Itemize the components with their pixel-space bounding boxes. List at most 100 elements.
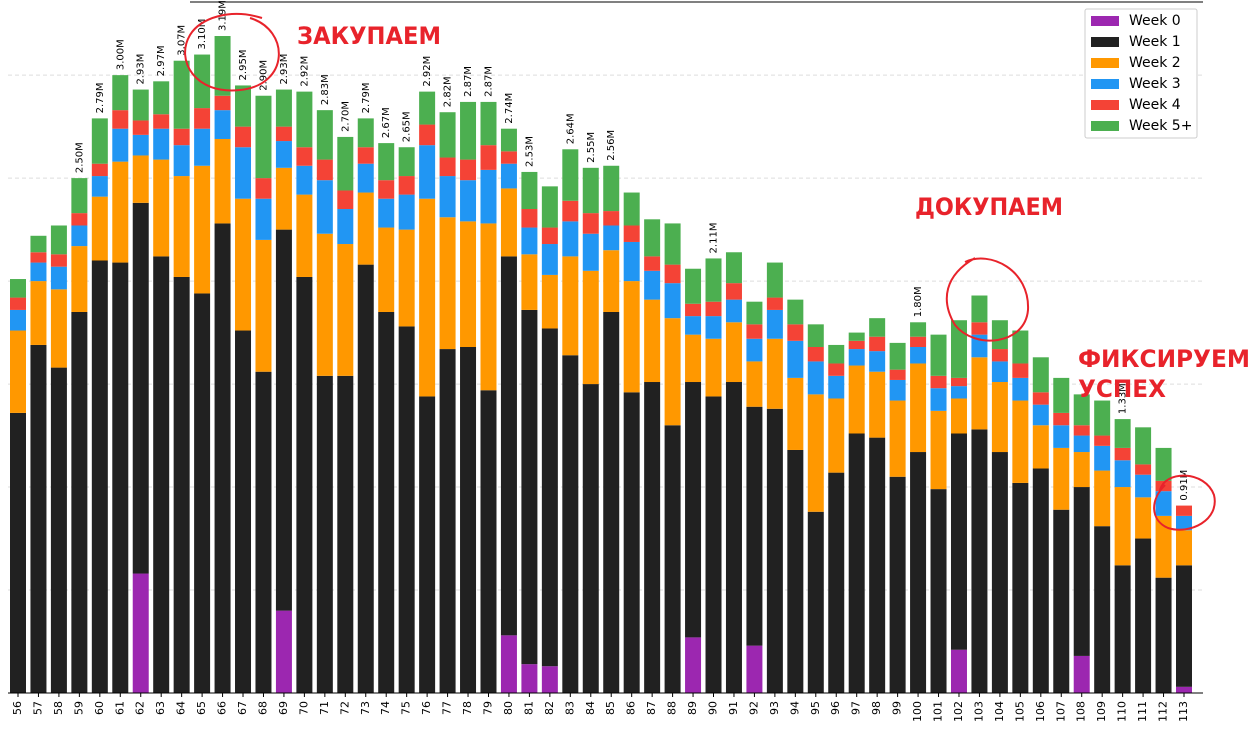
total-label: 2.53M — [524, 136, 535, 167]
legend-label: Week 1 — [1129, 34, 1181, 50]
bar-segment — [153, 114, 170, 129]
annotation: ФИКСИРУЕМ — [1078, 345, 1250, 373]
bar-segment — [1155, 447, 1172, 481]
bar-segment — [971, 295, 988, 323]
bar-segment — [746, 645, 763, 693]
x-tick-label: 93 — [768, 701, 781, 715]
bar-segment — [439, 176, 456, 218]
bar-segment — [214, 138, 231, 224]
bar-segment — [930, 388, 947, 411]
bar-segment — [500, 128, 517, 152]
bar-segment — [705, 258, 722, 302]
bar-segment — [685, 303, 702, 317]
bar-segment — [439, 217, 456, 350]
x-tick-label: 90 — [707, 701, 720, 715]
x-tick-label: 94 — [788, 701, 801, 715]
bar-segment — [644, 382, 661, 693]
bar-segment — [889, 369, 906, 380]
bar-segment — [603, 311, 620, 693]
bar-segment — [1135, 464, 1152, 475]
bar-segment — [1114, 419, 1131, 448]
bar-segment — [991, 349, 1008, 362]
bar-segment — [1032, 392, 1049, 405]
bar-segment — [500, 635, 517, 693]
bar-segment — [582, 233, 599, 271]
x-tick-label: 63 — [154, 701, 167, 715]
total-label: 1.80M — [913, 286, 924, 317]
bar-segment — [357, 264, 374, 693]
bar-segment — [623, 192, 640, 226]
bar-segment — [521, 227, 538, 255]
x-tick-label: 88 — [666, 701, 679, 715]
bar-segment — [807, 511, 824, 693]
bar-segment — [30, 252, 47, 263]
bar-segment — [766, 309, 783, 339]
bar-segment — [991, 361, 1008, 383]
bar-segment — [1114, 487, 1131, 566]
total-label: 2.95M — [238, 50, 249, 81]
bar-segment — [91, 118, 108, 164]
bar-segment — [1012, 482, 1029, 693]
bar-segment — [132, 120, 149, 135]
bar-segment — [521, 254, 538, 310]
bar-segment — [828, 375, 845, 399]
x-tick-label: 101 — [932, 701, 945, 722]
bar-segment — [950, 320, 967, 378]
bar-segment — [91, 163, 108, 177]
bar-segment — [582, 270, 599, 385]
bar-segment — [214, 36, 231, 96]
bar-segment — [153, 159, 170, 257]
x-tick-label: 105 — [1013, 701, 1026, 722]
bar-segment — [71, 246, 88, 312]
x-tick-label: 70 — [297, 701, 310, 715]
x-tick-label: 92 — [747, 701, 760, 715]
legend-swatch — [1091, 16, 1119, 26]
bar-segment — [337, 209, 354, 245]
bar-segment — [889, 400, 906, 477]
bar-segment — [787, 324, 804, 341]
bar-segment — [1094, 400, 1111, 436]
bar-segment — [50, 266, 67, 290]
bar-segment — [623, 392, 640, 693]
bar-segment — [828, 344, 845, 364]
bar-segment — [132, 89, 149, 121]
bar-segment — [685, 334, 702, 383]
bar-segment — [30, 235, 47, 253]
bar-segment — [930, 410, 947, 490]
bar-segment — [71, 213, 88, 226]
bar-segment — [316, 233, 333, 376]
bar-segment — [725, 322, 742, 383]
bar-segment — [235, 198, 252, 331]
total-label: 2.87M — [483, 66, 494, 97]
bar-segment — [521, 309, 538, 665]
bar-segment — [603, 250, 620, 312]
bar-segment — [255, 371, 272, 693]
bar-segment — [357, 192, 374, 265]
bar-segment — [705, 338, 722, 397]
x-tick-label: 99 — [891, 701, 904, 715]
total-label: 2.93M — [136, 54, 147, 85]
bar-segment — [807, 347, 824, 362]
bar-segment — [562, 355, 579, 693]
bar-segment — [1135, 538, 1152, 693]
bar-segment — [807, 361, 824, 395]
x-tick-label: 91 — [727, 701, 740, 715]
x-tick-label: 57 — [31, 701, 44, 715]
x-tick-label: 72 — [338, 701, 351, 715]
bar-segment — [235, 147, 252, 199]
annotation: ЗАКУПАЕМ — [297, 22, 441, 50]
x-tick-label: 68 — [256, 701, 269, 715]
highlight-circle — [1153, 474, 1216, 531]
x-tick-label: 65 — [195, 701, 208, 715]
bar-segment — [337, 190, 354, 210]
bar-segment — [91, 260, 108, 693]
x-tick-label: 61 — [113, 701, 126, 715]
bar-segment — [869, 336, 886, 352]
bar-segment — [439, 157, 456, 177]
bar-segment — [132, 134, 149, 156]
bar-segment — [582, 167, 599, 214]
bar-segment — [275, 141, 292, 168]
bar-segment — [991, 452, 1008, 693]
bar-segment — [950, 433, 967, 650]
bar-segment — [500, 163, 517, 189]
